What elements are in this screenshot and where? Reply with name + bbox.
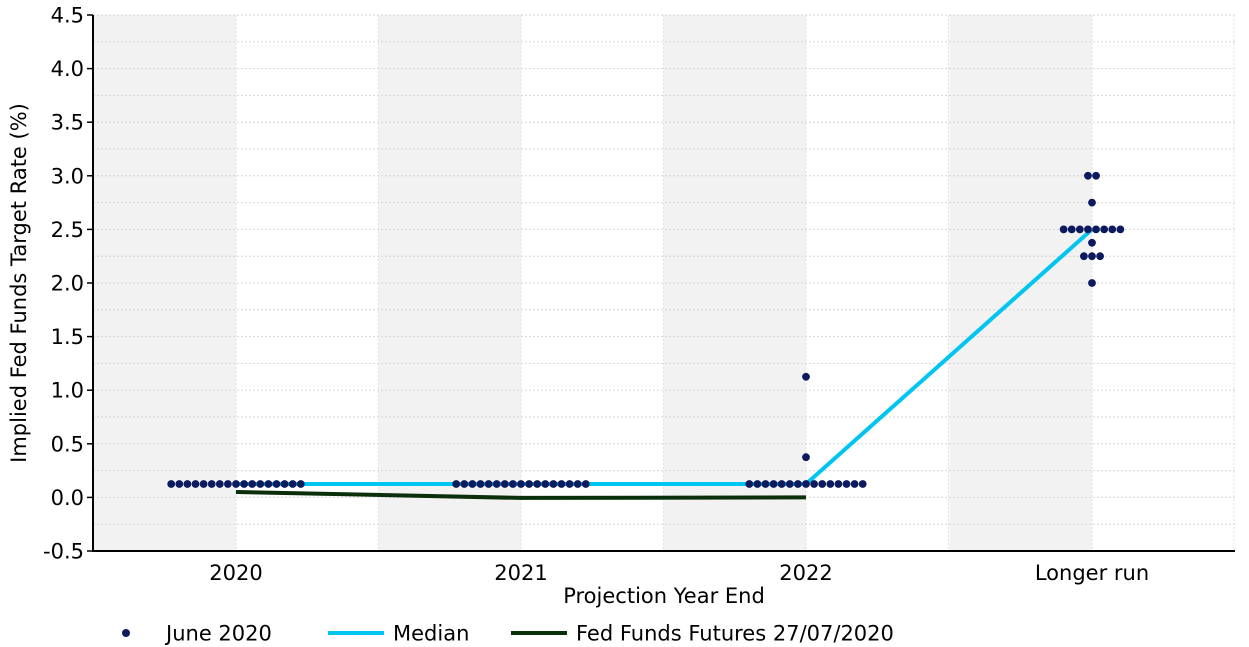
- dot-marker: [785, 480, 794, 488]
- series-line-fed-funds-futures-27-07-2020: [235, 490, 807, 500]
- dot-markers: [167, 171, 1125, 488]
- axes: [87, 14, 1235, 552]
- legend: June 2020 Median Fed Funds Futures 27/07/2…: [122, 622, 894, 646]
- dot-marker: [272, 480, 281, 488]
- y-axis-title: Implied Fed Funds Target Rate (%): [7, 103, 31, 463]
- dot-marker: [280, 480, 289, 488]
- dot-marker: [1067, 225, 1076, 234]
- dot-marker: [183, 480, 192, 488]
- dot-marker: [1088, 198, 1096, 207]
- y-tick-label: -0.5: [43, 540, 84, 564]
- y-tick-label: 2.0: [51, 272, 84, 296]
- y-tick-label: 4.0: [51, 57, 84, 81]
- dot-marker: [573, 480, 582, 488]
- dot-marker: [240, 480, 249, 488]
- dot-marker: [500, 480, 509, 488]
- tick-labels: -0.5 0.0 0.5 1.0 1.5 2.0 2.5 3.0 3.5 4.0 4.5 2020 20…: [43, 4, 1149, 586]
- axis-titles: Projection Year End Implied Fed Funds Ta…: [7, 103, 765, 608]
- dot-marker: [533, 480, 542, 488]
- y-tick-label: 1.5: [51, 325, 84, 349]
- dot-marker: [167, 480, 176, 488]
- dot-marker: [517, 480, 525, 488]
- dot-marker: [850, 480, 859, 488]
- dot-marker: [810, 480, 818, 488]
- dot-marker: [549, 480, 558, 488]
- dot-marker: [769, 480, 778, 488]
- y-tick-label: 0.5: [51, 432, 84, 456]
- dot-marker: [264, 480, 273, 488]
- dot-marker: [492, 480, 501, 488]
- dot-marker: [460, 480, 469, 488]
- dot-marker: [256, 480, 265, 488]
- dot-marker: [753, 480, 762, 488]
- dot-marker: [818, 480, 827, 488]
- dot-marker: [484, 480, 493, 488]
- dot-marker: [1084, 171, 1092, 180]
- dot-marker: [1084, 225, 1092, 234]
- x-tick-label: 2022: [779, 561, 832, 585]
- dot-marker: [1092, 171, 1100, 180]
- dot-marker: [1088, 252, 1096, 261]
- dot-marker: [1100, 225, 1109, 234]
- dot-marker: [191, 480, 200, 488]
- dot-marker: [842, 480, 851, 488]
- dot-marker: [581, 480, 590, 488]
- dot-marker: [215, 480, 224, 488]
- x-tick-label: 2021: [494, 561, 547, 585]
- dot-marker: [1092, 225, 1100, 234]
- dot-marker: [1059, 225, 1068, 234]
- dot-marker: [288, 480, 297, 488]
- y-tick-label: 2.5: [51, 218, 84, 242]
- series-lines: [235, 227, 1094, 500]
- x-tick-label: 2020: [209, 561, 262, 585]
- dot-marker: [452, 480, 461, 488]
- dot-marker: [1096, 252, 1104, 261]
- legend-label-median: Median: [393, 622, 469, 646]
- y-tick-label: 1.0: [51, 379, 84, 403]
- dot-marker: [557, 480, 566, 488]
- dot-marker: [199, 480, 208, 488]
- dot-marker: [207, 480, 216, 488]
- dot-marker: [224, 480, 232, 488]
- dot-marker: [826, 480, 835, 488]
- legend-label-june-2020: June 2020: [164, 622, 272, 646]
- x-tick-label: Longer run: [1035, 561, 1149, 585]
- dot-marker: [1088, 238, 1096, 247]
- dot-marker: [1088, 279, 1096, 287]
- dot-marker: [468, 480, 477, 488]
- dot-marker: [802, 453, 810, 462]
- dot-marker: [541, 480, 550, 488]
- dot-marker: [1075, 225, 1084, 234]
- dot-marker: [248, 480, 257, 488]
- dot-marker: [1108, 225, 1117, 234]
- dot-marker: [525, 480, 533, 488]
- dot-marker: [565, 480, 574, 488]
- dot-marker: [761, 480, 770, 488]
- y-tick-label: 3.0: [51, 164, 84, 188]
- dot-marker: [802, 372, 810, 381]
- series-line-median: [236, 227, 1094, 486]
- legend-label-fed-funds-futures: Fed Funds Futures 27/07/2020: [576, 622, 894, 646]
- dot-marker: [777, 480, 786, 488]
- dot-marker: [1116, 225, 1125, 234]
- dot-marker: [232, 480, 240, 488]
- dot-marker: [175, 480, 184, 488]
- dot-marker: [834, 480, 843, 488]
- x-axis-title: Projection Year End: [563, 584, 765, 608]
- dot-marker: [476, 480, 485, 488]
- y-tick-label: 4.5: [51, 4, 84, 28]
- dot-marker: [858, 480, 867, 488]
- y-tick-label: 0.0: [51, 486, 84, 510]
- y-tick-label: 3.5: [51, 111, 84, 135]
- dot-marker: [509, 480, 517, 488]
- dot-marker: [745, 480, 754, 488]
- dot-marker: [802, 480, 810, 488]
- dot-marker: [296, 480, 305, 488]
- dot-marker: [794, 480, 802, 488]
- dot-marker: [1080, 252, 1088, 261]
- legend-marker-june-2020: [122, 629, 130, 637]
